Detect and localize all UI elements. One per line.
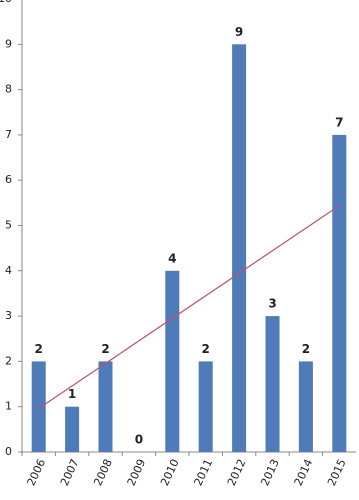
bar: [332, 134, 347, 452]
bar: [98, 361, 113, 452]
bar: [31, 361, 46, 452]
y-tick-label: 3: [5, 309, 12, 322]
y-tick-label: 5: [5, 219, 12, 232]
y-tick-label: 0: [5, 445, 12, 458]
bar: [265, 316, 280, 452]
y-tick-label: 6: [5, 173, 12, 186]
x-tick-label: 2015: [325, 457, 349, 488]
x-tick-label: 2007: [58, 457, 82, 488]
x-tick-label: 2012: [225, 457, 249, 488]
x-tick-label: 2010: [158, 457, 182, 488]
value-label: 2: [302, 342, 310, 356]
bar: [298, 361, 313, 452]
value-label: 3: [268, 297, 276, 311]
y-tick-label: 8: [5, 83, 12, 96]
y-tick-label: 10: [0, 0, 12, 5]
value-label: 0: [135, 433, 143, 447]
y-tick-label: 1: [5, 400, 12, 413]
y-tick-label: 7: [5, 128, 12, 141]
bar: [65, 406, 80, 452]
value-label: 2: [35, 342, 43, 356]
x-tick-label: 2008: [91, 457, 115, 488]
bar: [198, 361, 213, 452]
value-label: 9: [235, 25, 243, 39]
y-tick-label: 2: [5, 354, 12, 367]
x-tick-label: 2009: [125, 457, 149, 488]
value-label: 2: [202, 342, 210, 356]
y-tick-label: 9: [5, 37, 12, 50]
trendline: [38, 205, 340, 410]
value-label: 1: [68, 387, 76, 401]
x-tick-label: 2013: [258, 457, 282, 488]
x-tick-label: 2006: [25, 457, 49, 488]
value-label: 2: [101, 342, 109, 356]
bar: [165, 270, 180, 452]
x-tick-label: 2011: [192, 457, 216, 488]
x-tick-label: 2014: [292, 457, 316, 488]
value-label: 7: [335, 115, 343, 129]
bar: [232, 44, 247, 453]
y-tick-label: 4: [5, 264, 12, 277]
value-label: 4: [168, 251, 176, 265]
